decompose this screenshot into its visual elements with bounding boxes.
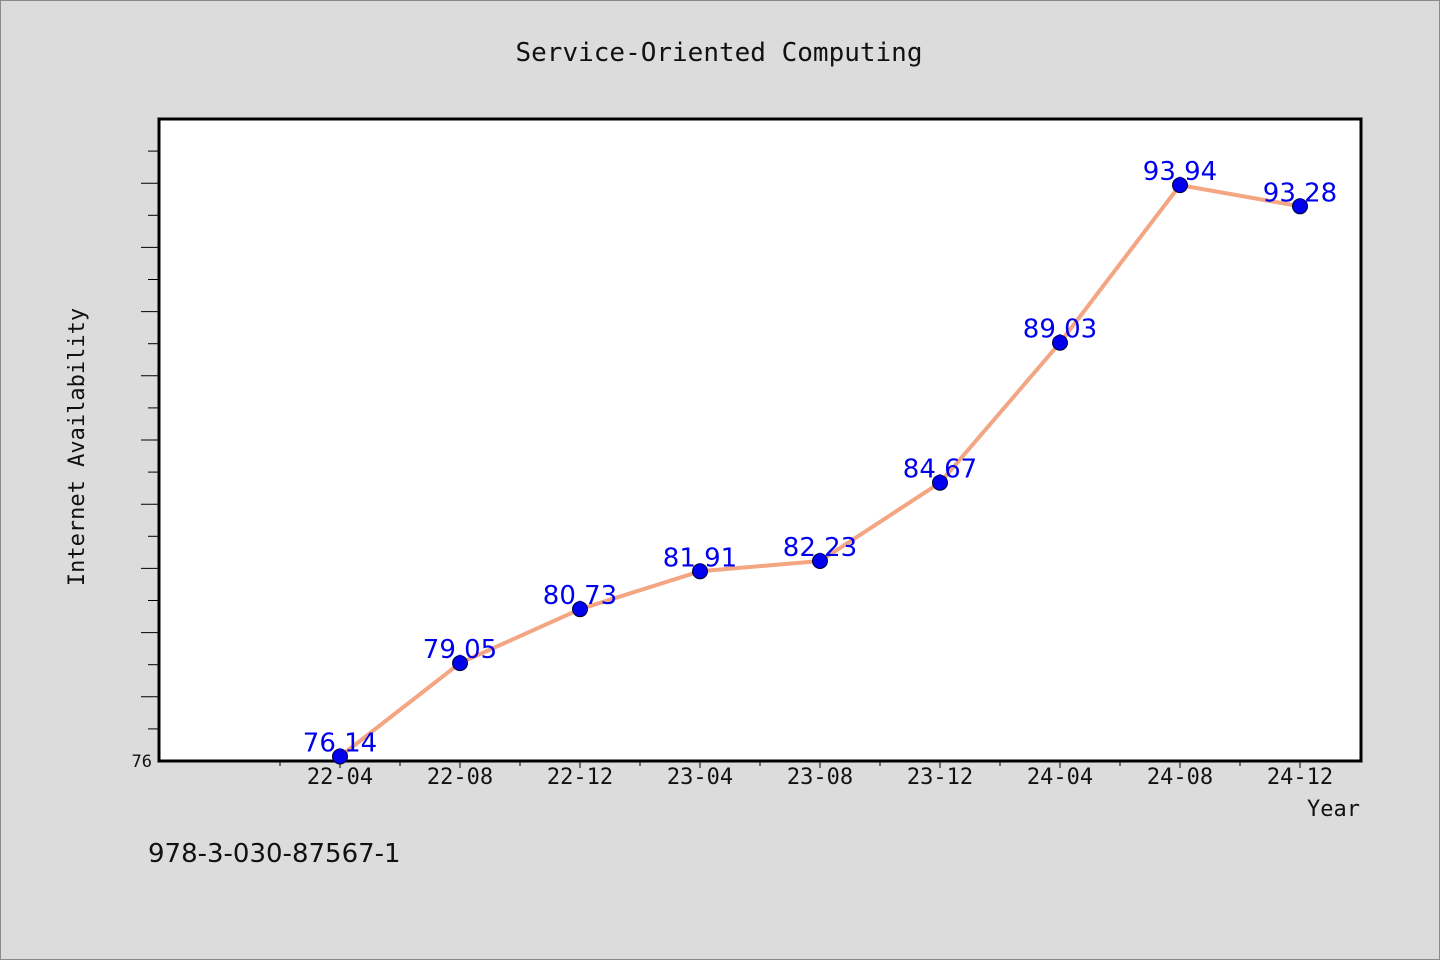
chart-title: Service-Oriented Computing (516, 38, 923, 68)
data-label: 89.03 (1023, 315, 1097, 345)
x-tick-label: 24-08 (1147, 765, 1213, 790)
y-axis-label: Internet Availability (65, 308, 90, 586)
x-tick-label: 22-04 (307, 765, 373, 790)
data-point (572, 601, 588, 618)
data-point (1292, 198, 1308, 215)
data-point (692, 563, 708, 580)
data-label: 76.14 (303, 729, 377, 759)
x-axis-ticks (279, 761, 1301, 768)
x-tick-label: 24-12 (1267, 765, 1333, 790)
data-point (932, 474, 948, 491)
data-labels: 76.14 79.05 80.73 81.91 82.23 84.67 89.03 93.94… (303, 157, 1337, 758)
x-axis-tick-labels: 22-04 22-08 22-12 23-04 23-08 23-12 24-04 24-08… (307, 765, 1333, 790)
x-tick-label: 23-12 (907, 765, 973, 790)
data-point (1052, 334, 1068, 351)
x-tick-label: 23-08 (787, 765, 853, 790)
data-label: 80.73 (543, 581, 617, 611)
y-axis-ticks (141, 150, 159, 730)
data-label: 93.94 (1143, 157, 1217, 187)
data-point (812, 553, 828, 570)
x-tick-label: 22-12 (547, 765, 613, 790)
data-label: 79.05 (423, 635, 497, 665)
data-point (332, 748, 348, 765)
data-points (332, 177, 1308, 765)
data-label: 84.67 (903, 455, 977, 485)
y-axis-tick-labels: 76 (132, 752, 152, 772)
data-label: 93.28 (1263, 178, 1337, 208)
x-tick-label: 23-04 (667, 765, 733, 790)
x-tick-label: 24-04 (1027, 765, 1093, 790)
data-label: 81.91 (663, 543, 737, 573)
x-tick-label: 22-08 (427, 765, 493, 790)
footer-isbn: 978-3-030-87567-1 (148, 839, 401, 869)
data-label: 82.23 (783, 533, 857, 563)
data-point (1172, 177, 1188, 194)
plot-area (157, 117, 1363, 763)
y-tick-label: 76 (132, 752, 152, 772)
data-point (452, 655, 468, 672)
x-axis-label: Year (1307, 797, 1360, 822)
